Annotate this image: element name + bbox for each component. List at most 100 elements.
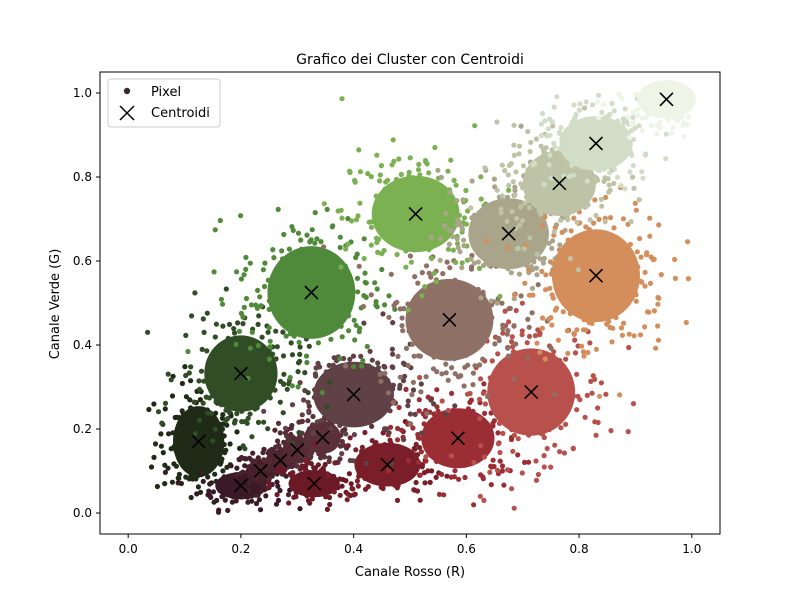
- pixel-point: [572, 337, 578, 343]
- pixel-point: [338, 264, 344, 270]
- pixel-point: [545, 156, 552, 162]
- pixel-point: [418, 389, 424, 395]
- pixel-point: [319, 269, 325, 275]
- pixel-point: [231, 326, 237, 332]
- pixel-point: [360, 399, 367, 405]
- pixel-point: [511, 432, 517, 438]
- pixel-point: [451, 414, 457, 420]
- pixel-point: [603, 232, 609, 238]
- pixel-point: [405, 362, 411, 369]
- pixel-point: [358, 353, 364, 359]
- pixel-point: [270, 247, 276, 253]
- pixel-point: [289, 352, 296, 358]
- pixel-point: [482, 410, 488, 416]
- pixel-point: [261, 283, 268, 290]
- pixel-point: [193, 411, 199, 417]
- pixel-point: [685, 114, 691, 120]
- pixel-point: [225, 475, 231, 482]
- pixel-point: [428, 311, 434, 317]
- pixel-point: [212, 448, 218, 454]
- pixel-point: [275, 206, 281, 212]
- pixel-point: [436, 491, 443, 497]
- pixel-point: [511, 505, 517, 511]
- pixel-point: [544, 133, 550, 139]
- pixel-point: [305, 418, 311, 424]
- pixel-point: [266, 325, 272, 331]
- pixel-point: [628, 219, 634, 225]
- pixel-point: [584, 392, 590, 398]
- pixel-point: [396, 404, 402, 411]
- pixel-point: [578, 123, 584, 129]
- pixel-point: [308, 461, 314, 467]
- pixel-point: [596, 115, 602, 121]
- pixel-point: [412, 193, 419, 199]
- pixel-point: [663, 131, 669, 137]
- pixel-point: [670, 115, 676, 121]
- pixel-point: [261, 377, 268, 383]
- centroid-marker-5: [290, 442, 305, 458]
- y-tick-label: 0.8: [73, 170, 92, 184]
- pixel-point: [488, 233, 494, 239]
- pixel-point: [223, 417, 229, 423]
- pixel-point: [493, 248, 499, 254]
- pixel-point: [548, 180, 554, 186]
- pixel-point: [152, 441, 159, 447]
- pixel-point: [204, 310, 210, 316]
- pixel-point: [212, 334, 218, 340]
- pixel-point: [497, 415, 503, 422]
- pixel-point: [519, 300, 526, 306]
- pixel-point: [145, 329, 151, 335]
- pixel-point: [569, 162, 575, 168]
- pixel-point: [518, 375, 524, 381]
- pixel-point: [313, 365, 319, 371]
- pixel-point: [511, 367, 518, 373]
- pixel-point: [423, 441, 429, 447]
- pixel-point: [470, 382, 476, 388]
- pixel-point: [206, 395, 212, 401]
- pixel-point: [417, 172, 423, 178]
- pixel-point: [586, 191, 592, 197]
- pixel-point: [628, 287, 634, 293]
- pixel-point: [488, 377, 494, 383]
- pixel-point: [249, 329, 255, 335]
- pixel-point: [556, 247, 563, 253]
- pixel-point: [413, 441, 419, 447]
- pixel-point: [437, 339, 443, 345]
- pixel-point: [194, 491, 200, 497]
- pixel-point: [424, 410, 430, 417]
- pixel-point: [623, 118, 629, 124]
- pixel-point: [400, 328, 406, 334]
- pixel-point: [325, 317, 332, 323]
- pixel-point: [544, 445, 550, 452]
- pixel-point: [301, 259, 307, 265]
- pixel-point: [231, 330, 238, 336]
- pixel-point: [599, 203, 605, 209]
- pixel-point: [339, 451, 345, 457]
- pixel-point: [583, 327, 589, 333]
- pixel-point: [612, 286, 618, 292]
- pixel-point: [515, 452, 521, 458]
- pixel-point: [291, 333, 297, 339]
- pixel-point: [595, 154, 601, 160]
- pixel-point: [598, 380, 605, 386]
- pixel-point: [331, 473, 337, 479]
- legend-box: [107, 78, 221, 128]
- pixel-point: [391, 448, 397, 454]
- pixel-point: [505, 197, 511, 203]
- pixel-point: [360, 470, 366, 476]
- pixel-point: [566, 127, 572, 134]
- pixel-point: [557, 403, 563, 409]
- pixel-point: [183, 426, 189, 432]
- pixel-point: [395, 437, 401, 443]
- pixel-point: [599, 109, 605, 115]
- pixel-point: [473, 454, 480, 460]
- pixel-point: [480, 390, 486, 396]
- pixel-point: [611, 225, 617, 231]
- pixel-point: [281, 285, 287, 291]
- pixel-point: [514, 216, 520, 222]
- pixel-point: [469, 436, 475, 442]
- pixel-point: [385, 377, 391, 383]
- pixel-point: [319, 390, 325, 396]
- pixel-point: [564, 242, 570, 248]
- pixel-point: [433, 428, 439, 434]
